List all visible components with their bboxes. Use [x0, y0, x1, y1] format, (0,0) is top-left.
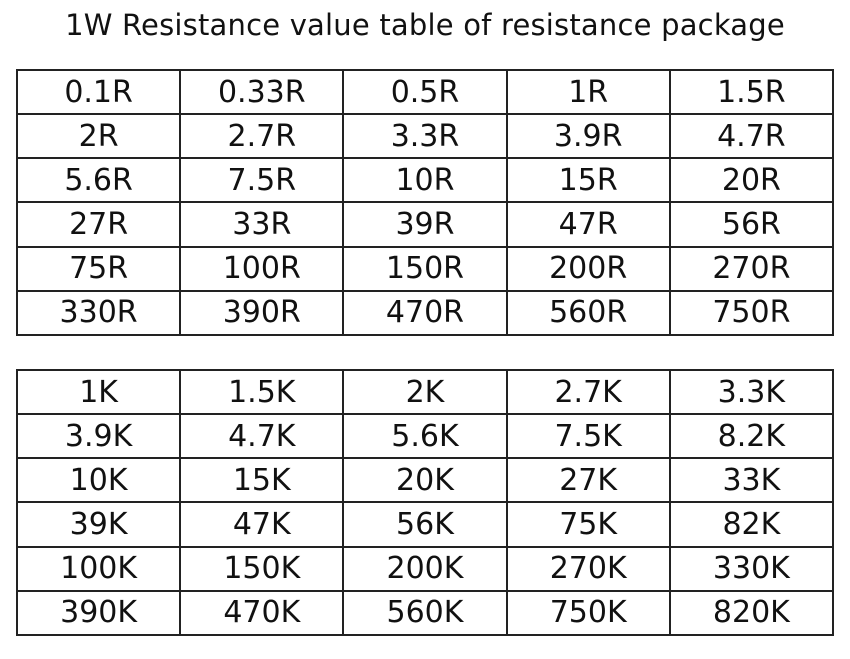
- resistance-value-cell: 8.2K: [668, 413, 835, 460]
- resistance-value-cell: 560R: [505, 289, 671, 337]
- resistance-value-cell: 56K: [342, 501, 508, 548]
- resistance-value-cell: 750R: [668, 289, 835, 337]
- resistance-value-cell: 33R: [179, 201, 345, 248]
- table-row: 75R 100R 150R 200R 270R: [15, 245, 835, 292]
- resistance-value-cell: 2R: [15, 113, 182, 160]
- resistance-value-cell: 0.5R: [342, 68, 508, 116]
- resistance-value-cell: 82K: [668, 501, 835, 548]
- resistance-value-cell: 330K: [668, 545, 835, 592]
- table-row: 3.9K 4.7K 5.6K 7.5K 8.2K: [15, 413, 835, 460]
- resistance-value-cell: 1R: [505, 68, 671, 116]
- table-row: 2R 2.7R 3.3R 3.9R 4.7R: [15, 113, 835, 160]
- resistance-value-cell: 1.5K: [179, 368, 345, 416]
- resistance-value-cell: 3.3R: [342, 113, 508, 160]
- resistance-value-cell: 1K: [15, 368, 182, 416]
- resistance-value-cell: 0.33R: [179, 68, 345, 116]
- resistance-value-cell: 47R: [505, 201, 671, 248]
- resistance-value-cell: 75R: [15, 245, 182, 292]
- resistance-value-cell: 0.1R: [15, 68, 182, 116]
- resistance-value-cell: 39K: [15, 501, 182, 548]
- resistance-value-cell: 20R: [668, 157, 835, 204]
- resistance-value-cell: 2.7R: [179, 113, 345, 160]
- resistance-value-cell: 100R: [179, 245, 345, 292]
- resistance-value-cell: 33K: [668, 457, 835, 504]
- table-row: 100K 150K 200K 270K 330K: [15, 545, 835, 592]
- resistance-value-cell: 3.3K: [668, 368, 835, 416]
- resistance-value-cell: 7.5K: [505, 413, 671, 460]
- resistance-value-cell: 470R: [342, 289, 508, 337]
- resistance-value-cell: 3.9K: [15, 413, 182, 460]
- table-row: 39K 47K 56K 75K 82K: [15, 501, 835, 548]
- resistance-value-cell: 470K: [179, 589, 345, 637]
- resistance-value-cell: 200R: [505, 245, 671, 292]
- resistance-value-cell: 10R: [342, 157, 508, 204]
- resistance-value-cell: 100K: [15, 545, 182, 592]
- resistance-value-cell: 4.7K: [179, 413, 345, 460]
- resistance-value-cell: 5.6R: [15, 157, 182, 204]
- resistance-value-cell: 150R: [342, 245, 508, 292]
- resistance-value-cell: 56R: [668, 201, 835, 248]
- resistance-value-cell: 150K: [179, 545, 345, 592]
- resistance-value-cell: 27K: [505, 457, 671, 504]
- page-title: 1W Resistance value table of resistance …: [65, 8, 785, 42]
- resistance-value-cell: 4.7R: [668, 113, 835, 160]
- resistance-value-cell: 10K: [15, 457, 182, 504]
- resistance-value-cell: 2K: [342, 368, 508, 416]
- resistance-table-ohm: 0.1R 0.33R 0.5R 1R 1.5R 2R 2.7R 3.3R 3.9R 4.7R 5.6…: [15, 68, 835, 337]
- resistance-value-cell: 390R: [179, 289, 345, 337]
- resistance-value-cell: 27R: [15, 201, 182, 248]
- resistance-value-cell: 75K: [505, 501, 671, 548]
- resistance-value-cell: 15K: [179, 457, 345, 504]
- table-row: 5.6R 7.5R 10R 15R 20R: [15, 157, 835, 204]
- resistance-value-cell: 270R: [668, 245, 835, 292]
- resistance-value-cell: 200K: [342, 545, 508, 592]
- table-row: 390K 470K 560K 750K 820K: [15, 589, 835, 637]
- table-row: 0.1R 0.33R 0.5R 1R 1.5R: [15, 68, 835, 116]
- resistance-value-cell: 2.7K: [505, 368, 671, 416]
- resistance-table-kohm: 1K 1.5K 2K 2.7K 3.3K 3.9K 4.7K 5.6K 7.5K 8.2K 10K 1…: [15, 368, 835, 637]
- table-row: 330R 390R 470R 560R 750R: [15, 289, 835, 337]
- resistance-value-cell: 750K: [505, 589, 671, 637]
- resistance-value-cell: 47K: [179, 501, 345, 548]
- resistance-value-cell: 390K: [15, 589, 182, 637]
- resistance-value-cell: 3.9R: [505, 113, 671, 160]
- resistance-value-cell: 270K: [505, 545, 671, 592]
- resistance-value-cell: 820K: [668, 589, 835, 637]
- table-row: 1K 1.5K 2K 2.7K 3.3K: [15, 368, 835, 416]
- resistance-value-cell: 39R: [342, 201, 508, 248]
- resistance-value-cell: 20K: [342, 457, 508, 504]
- table-row: 27R 33R 39R 47R 56R: [15, 201, 835, 248]
- table-row: 10K 15K 20K 27K 33K: [15, 457, 835, 504]
- resistance-value-cell: 5.6K: [342, 413, 508, 460]
- resistance-value-cell: 7.5R: [179, 157, 345, 204]
- resistance-value-cell: 15R: [505, 157, 671, 204]
- resistance-value-cell: 1.5R: [668, 68, 835, 116]
- resistance-value-cell: 560K: [342, 589, 508, 637]
- resistance-value-cell: 330R: [15, 289, 182, 337]
